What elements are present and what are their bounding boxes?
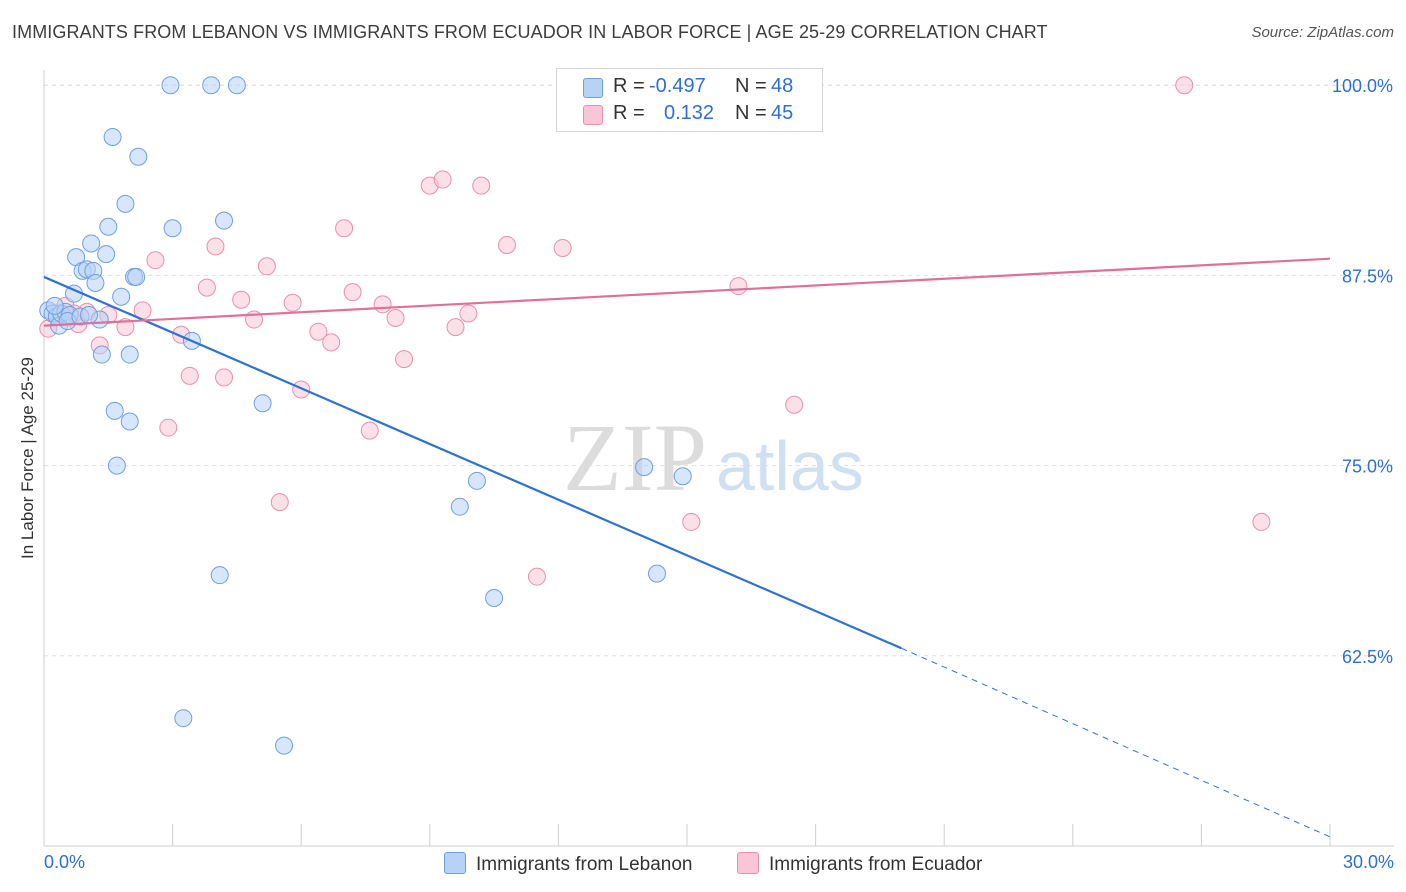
point-ecuador	[472, 176, 491, 195]
legend-swatch-ecuador	[583, 105, 603, 125]
point-ecuador	[309, 322, 328, 341]
point-ecuador	[197, 278, 216, 297]
watermark-zip: ZIP	[563, 404, 707, 511]
point-lebanon	[105, 401, 124, 420]
trend-line-ecuador	[43, 257, 1331, 327]
point-ecuador	[232, 290, 251, 309]
bottom-legend-label-lebanon: Immigrants from Lebanon	[476, 854, 693, 875]
point-ecuador	[257, 257, 276, 276]
point-lebanon	[107, 456, 126, 475]
point-lebanon	[275, 736, 294, 755]
point-lebanon	[116, 194, 135, 213]
point-ecuador	[180, 366, 199, 385]
point-lebanon	[450, 497, 469, 516]
point-lebanon	[120, 345, 139, 364]
point-ecuador	[270, 493, 289, 512]
point-ecuador	[159, 418, 178, 437]
point-lebanon	[215, 211, 234, 230]
legend-n-label: N =	[735, 75, 767, 97]
y-tick-label: 62.5%	[1342, 647, 1393, 667]
point-lebanon	[97, 245, 116, 264]
point-ecuador	[497, 235, 516, 254]
legend-r-value: -0.497	[649, 75, 706, 97]
legend-n-label: N =	[735, 102, 767, 124]
point-ecuador	[446, 318, 465, 337]
point-lebanon	[485, 588, 504, 607]
point-ecuador	[1252, 512, 1271, 531]
point-lebanon	[80, 305, 99, 324]
source-credit: Source: ZipAtlas.com	[1251, 24, 1394, 41]
point-lebanon	[103, 127, 122, 146]
bottom-legend-swatch-lebanon	[444, 852, 466, 874]
y-tick-label: 100.0%	[1332, 76, 1393, 96]
point-ecuador	[116, 318, 135, 337]
point-ecuador	[146, 251, 165, 270]
trend-lines	[43, 257, 1331, 838]
legend-n-value: 48	[771, 75, 794, 97]
trend-line-lebanon-extrapolated	[901, 647, 1331, 838]
point-lebanon	[129, 147, 148, 166]
point-lebanon	[467, 471, 486, 490]
point-lebanon	[127, 267, 146, 286]
point-lebanon	[120, 412, 139, 431]
point-ecuador	[386, 309, 405, 328]
x-tick-label-min: 0.0%	[44, 852, 86, 872]
point-lebanon	[647, 564, 666, 583]
point-lebanon	[86, 274, 105, 293]
point-ecuador	[682, 512, 701, 531]
point-ecuador	[1175, 76, 1194, 95]
point-ecuador	[433, 170, 452, 189]
legend-swatch-lebanon	[583, 78, 603, 98]
point-lebanon	[92, 345, 111, 364]
legend-r-label: R =	[613, 75, 645, 97]
point-ecuador	[373, 295, 392, 314]
watermark: ZIP atlas	[563, 404, 864, 511]
y-tick-label: 75.0%	[1342, 457, 1393, 477]
point-ecuador	[360, 421, 379, 440]
legend-r-label: R =	[613, 102, 645, 124]
point-lebanon	[202, 76, 221, 95]
point-lebanon	[112, 287, 131, 306]
point-ecuador	[553, 239, 572, 258]
legend-n-value: 45	[771, 102, 794, 124]
y-tick-labels: 62.5% 75.0% 87.5% 100.0%	[1332, 76, 1393, 667]
bottom-legend-swatch-ecuador	[737, 852, 759, 874]
point-ecuador	[459, 304, 478, 323]
chart-title: IMMIGRANTS FROM LEBANON VS IMMIGRANTS FR…	[12, 22, 1048, 42]
bottom-legend-lebanon: Immigrants from Lebanon	[444, 852, 693, 876]
legend-r-value: 0.132	[664, 102, 715, 124]
point-lebanon	[635, 458, 654, 477]
bottom-legend-label-ecuador: Immigrants from Ecuador	[769, 854, 983, 875]
point-lebanon	[163, 219, 182, 238]
x-tick-label-max: 30.0%	[1342, 852, 1394, 872]
axes	[43, 70, 1394, 847]
point-ecuador	[343, 283, 362, 302]
correlation-legend: R = -0.497 N = 48 R = 0.132 N = 45	[556, 68, 823, 132]
point-lebanon	[45, 296, 64, 315]
y-tick-label: 87.5%	[1342, 266, 1393, 286]
point-lebanon	[253, 394, 272, 413]
point-lebanon	[673, 467, 692, 486]
point-lebanon	[99, 217, 118, 236]
point-lebanon	[174, 709, 193, 728]
point-lebanon	[210, 566, 229, 585]
point-ecuador	[527, 567, 546, 586]
watermark-atlas: atlas	[716, 427, 864, 505]
point-lebanon	[82, 234, 101, 253]
point-lebanon	[161, 76, 180, 95]
point-ecuador	[292, 380, 311, 399]
point-ecuador	[206, 237, 225, 256]
point-ecuador	[283, 293, 302, 312]
point-ecuador	[729, 277, 748, 296]
point-ecuador	[335, 219, 354, 238]
y-axis-label: In Labor Force | Age 25-29	[18, 357, 37, 559]
point-lebanon	[227, 76, 246, 95]
point-ecuador	[785, 395, 804, 414]
point-ecuador	[322, 333, 341, 352]
point-ecuador	[395, 350, 414, 369]
point-ecuador	[215, 368, 234, 387]
bottom-legend-ecuador: Immigrants from Ecuador	[737, 852, 982, 876]
trend-line-lebanon	[43, 275, 902, 650]
